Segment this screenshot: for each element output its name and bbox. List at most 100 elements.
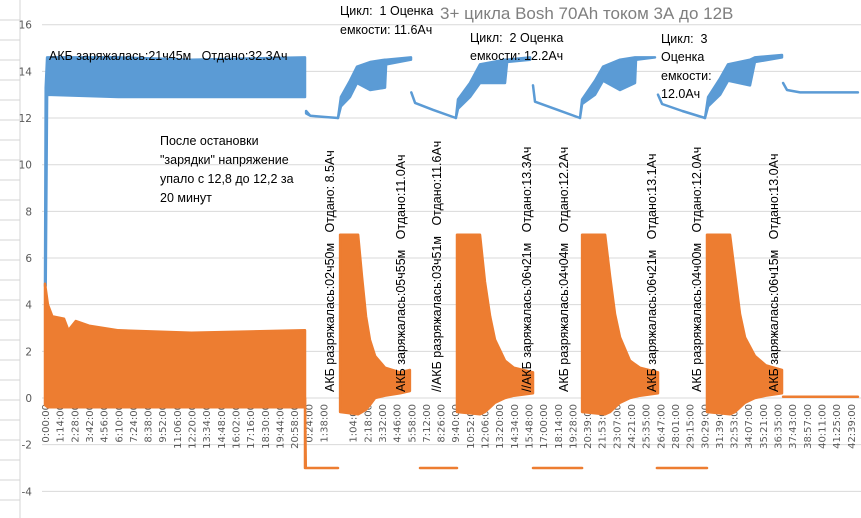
annotation-cycle3: 12.0Ач xyxy=(661,87,700,101)
x-tick-label: 17:00:00 xyxy=(539,404,550,449)
x-tick-label: 29:15:00 xyxy=(686,404,697,449)
x-tick-label: 35:21:00 xyxy=(759,404,770,449)
x-tick-label: 8:38:00 xyxy=(144,404,155,443)
annotation-cycle2: емкости: 12.2Ач xyxy=(470,49,563,63)
annotation-vertical: АКБ заряжалась:05ч55м Отдано:11.0Ач xyxy=(394,154,408,392)
series-blue-segment xyxy=(336,56,413,120)
series-blue-segment xyxy=(578,56,657,120)
y-tick-label: 8 xyxy=(25,206,32,218)
annotation-vertical: АКБ заряжалась:06ч21м Отдано:13.1Ач xyxy=(645,154,659,392)
y-tick-label: 16 xyxy=(19,20,33,32)
x-tick-label: 6:10:00 xyxy=(114,404,125,443)
annotation-vertical: //АКБ разряжалась:03ч51м Отдано:11.6Ач xyxy=(430,141,444,392)
x-tick-label: 21:53:00 xyxy=(598,404,609,449)
x-tick-label: 34:07:00 xyxy=(744,404,755,449)
x-tick-label: 0:00:00 xyxy=(41,404,52,443)
series-orange-segment xyxy=(43,282,307,409)
series-orange-segment xyxy=(455,233,535,416)
annotation-cycle3: емкости: xyxy=(661,69,712,83)
x-tick-label: 38:57:00 xyxy=(803,404,814,449)
x-tick-label: 13:34:00 xyxy=(202,404,213,449)
x-tick-label: 1:38:00 xyxy=(319,404,330,443)
x-tick-label: 31:39:00 xyxy=(715,404,726,449)
x-tick-label: 2:28:00 xyxy=(70,404,81,443)
x-tick-label: 28:01:00 xyxy=(671,404,682,449)
x-tick-label: 17:16:00 xyxy=(246,404,257,449)
x-axis-tick-labels: 0:00:00 1:14:00 2:28:00 3:42:00 4:56:00 6:10:… xyxy=(41,404,858,449)
x-tick-label: 13:20:00 xyxy=(495,404,506,449)
annotation-note-line: 20 минут xyxy=(160,191,212,205)
x-tick-label: 19:44:00 xyxy=(275,404,286,449)
x-tick-label: 15:48:00 xyxy=(524,404,535,449)
x-tick-label: 10:52:00 xyxy=(466,404,477,449)
x-tick-label: 32:53:00 xyxy=(730,404,741,449)
x-tick-label: 3:32:00 xyxy=(378,404,389,443)
y-tick-label: 0 xyxy=(25,393,32,405)
x-tick-label: 30:29:00 xyxy=(700,404,711,449)
y-tick-label: 12 xyxy=(19,113,32,125)
x-tick-label: 1:14:00 xyxy=(56,404,67,443)
annotation-note-line: "зарядки" напряжение xyxy=(160,153,289,167)
series-marks xyxy=(43,53,860,470)
x-tick-label: 8:26:00 xyxy=(437,404,448,443)
annotation-note-line: После остановки xyxy=(160,134,259,148)
x-tick-label: 14:34:00 xyxy=(510,404,521,449)
y-tick-label: 10 xyxy=(19,160,32,172)
x-tick-label: 4:46:00 xyxy=(393,404,404,443)
x-tick-label: 16:02:00 xyxy=(231,404,242,449)
x-tick-label: 4:56:00 xyxy=(100,404,111,443)
series-blue-segment xyxy=(454,56,532,120)
x-tick-label: 42:39:00 xyxy=(847,404,858,449)
y-tick-label: 2 xyxy=(25,346,32,358)
annotation-note-line: упало с 12,8 до 12,2 за xyxy=(160,172,294,186)
x-tick-label: 19:28:00 xyxy=(568,404,579,449)
annotation-cycle3: Оценка xyxy=(661,50,704,64)
x-tick-label: 11:06:00 xyxy=(173,404,184,449)
x-tick-label: 1:04:00 xyxy=(349,404,360,443)
x-tick-label: 12:20:00 xyxy=(188,404,199,449)
y-tick-label: 6 xyxy=(25,253,32,265)
series-blue-segment xyxy=(703,53,784,120)
x-tick-label: 2:18:00 xyxy=(363,404,374,443)
x-tick-label: 18:30:00 xyxy=(261,404,272,449)
series-blue-segment xyxy=(304,109,340,120)
x-tick-label: 9:40:00 xyxy=(451,404,462,443)
x-tick-label: 18:14:00 xyxy=(554,404,565,449)
series-blue-segment xyxy=(43,56,307,288)
x-tick-label: 9:52:00 xyxy=(158,404,169,443)
y-tick-label: -4 xyxy=(22,486,33,498)
x-tick-label: 25:35:00 xyxy=(642,404,653,449)
annotation-vertical: АКБ разряжалась:04ч00м Отдано:12.0Ач xyxy=(690,147,704,392)
y-tick-label: -2 xyxy=(22,440,32,452)
annotation-cycle2: Цикл: 2 Оценка xyxy=(470,31,563,45)
x-tick-label: 5:58:00 xyxy=(407,404,418,443)
x-tick-label: 20:39:00 xyxy=(583,404,594,449)
series-orange-segment xyxy=(303,396,340,470)
x-tick-label: 23:07:00 xyxy=(612,404,623,449)
annotation-cycle3: Цикл: 3 xyxy=(661,32,708,46)
x-tick-label: 14:48:00 xyxy=(217,404,228,449)
annotation-initial-charge: АКБ заряжалась:21ч45м Отдано:32.3Ач xyxy=(49,49,287,63)
series-blue-segment xyxy=(531,84,582,120)
x-tick-label: 12:06:00 xyxy=(481,404,492,449)
annotation-vertical: АКБ заряжалась:06ч15м Отдано:13.0Ач xyxy=(767,154,781,392)
series-blue-segment xyxy=(781,81,860,94)
series-orange-segment xyxy=(338,233,412,416)
annotation-vertical: АКБ разряжалась:02ч50м Отдано: 8.5Ач xyxy=(323,150,337,392)
annotation-cycle1: Цикл: 1 Оценка xyxy=(340,4,433,18)
x-tick-label: 7:12:00 xyxy=(422,404,433,443)
x-tick-label: 36:35:00 xyxy=(774,404,785,449)
series-orange-segment xyxy=(705,233,784,416)
x-tick-label: 24:21:00 xyxy=(627,404,638,449)
annotation-vertical: //АКБ заряжалась:06ч21м Отдано:13.3Ач xyxy=(520,147,534,392)
x-tick-label: 26:47:00 xyxy=(656,404,667,449)
x-tick-label: 40:11:00 xyxy=(817,404,828,449)
series-orange-segment xyxy=(580,233,660,416)
annotation-cycle1: емкости: 11.6Ач xyxy=(340,23,432,37)
y-axis-tick-labels: -4 -2 0 2 4 6 8 10 12 14 16 xyxy=(19,20,33,499)
x-tick-label: 0:24:00 xyxy=(305,404,316,443)
x-tick-label: 3:42:00 xyxy=(85,404,96,443)
x-tick-label: 37:43:00 xyxy=(788,404,799,449)
spreadsheet-cell-grid xyxy=(0,0,21,518)
